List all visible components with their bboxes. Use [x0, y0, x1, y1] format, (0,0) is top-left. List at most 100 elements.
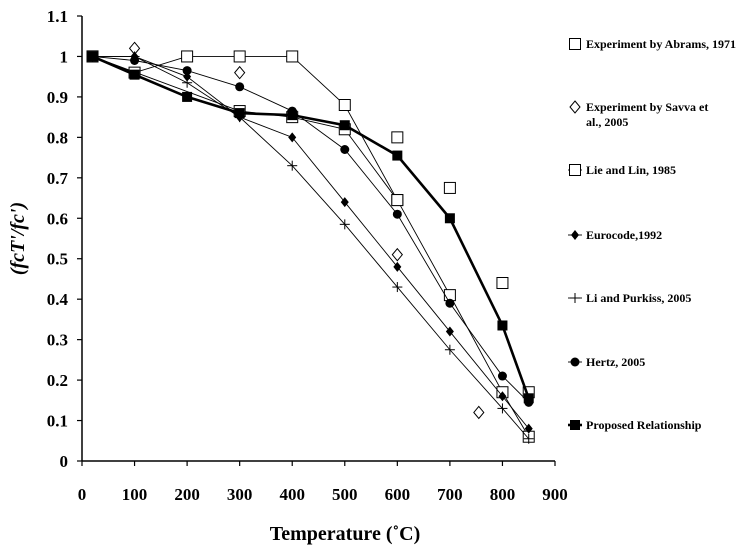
x-axis: 0 100 200 300 400 500 600 700 800 900: [78, 461, 568, 504]
data-point: [571, 230, 579, 240]
legend: Experiment by Abrams, 1971 Experiment by …: [568, 37, 736, 432]
x-tick-label: 100: [122, 485, 148, 504]
data-point: [340, 145, 350, 154]
legend-item: Eurocode,1992: [568, 228, 662, 242]
legend-item: Hertz, 2005: [568, 355, 645, 369]
data-point: [497, 403, 508, 414]
data-point: [444, 213, 455, 224]
series-0: [86, 50, 535, 399]
data-point: [338, 99, 351, 111]
x-tick-label: 200: [174, 485, 200, 504]
data-point: [523, 433, 534, 444]
legend-label: Experiment by Savva et: [586, 100, 708, 114]
x-tick-label: 500: [332, 485, 358, 504]
legend-label: Eurocode,1992: [586, 228, 662, 242]
data-point: [391, 194, 404, 207]
y-tick-label: 0: [60, 452, 69, 471]
legend-label: Experiment by Abrams, 1971: [586, 37, 736, 51]
y-tick-label: 0.4: [47, 290, 69, 309]
data-point: [392, 150, 403, 161]
data-point: [340, 197, 349, 208]
data-point: [393, 261, 402, 272]
series-6: [87, 51, 534, 404]
data-point: [234, 108, 245, 119]
data-point: [523, 393, 534, 404]
data-point: [288, 132, 297, 143]
series-line: [91, 55, 530, 399]
data-point: [87, 51, 98, 62]
data-point: [570, 420, 580, 430]
x-tick-label: 700: [437, 485, 463, 504]
series-line: [92, 56, 530, 440]
y-tick-label: 0.8: [47, 128, 68, 147]
x-tick-label: 400: [279, 485, 305, 504]
data-point: [339, 120, 350, 131]
x-tick-label: 800: [490, 485, 516, 504]
y-tick-label: 0.2: [47, 371, 68, 390]
y-tick-label: 1: [60, 47, 69, 66]
data-point: [181, 50, 194, 63]
series-line: [92, 56, 530, 429]
data-point: [287, 160, 298, 171]
data-point: [391, 247, 403, 262]
data-point: [445, 326, 454, 337]
legend-label: Lie and Lin, 1985: [586, 163, 676, 177]
data-point: [287, 110, 298, 121]
data-point: [392, 209, 402, 219]
data-point: [570, 357, 580, 367]
data-point: [130, 56, 140, 65]
data-point: [233, 50, 246, 63]
legend-label: Hertz, 2005: [586, 355, 645, 369]
x-tick-label: 600: [385, 485, 411, 504]
data-point: [445, 298, 455, 308]
data-point: [391, 131, 404, 144]
y-tick-label: 0.5: [47, 250, 68, 269]
data-point: [498, 391, 507, 402]
data-point: [473, 405, 485, 420]
plot-area: [81, 16, 555, 462]
legend-item: Lie and Lin, 1985: [568, 163, 676, 177]
y-axis: 0 0.1 0.2 0.3 0.4 0.5 0.6 0.7 0.8 0.9 1 1.1: [47, 7, 82, 471]
data-point: [569, 100, 581, 114]
data-point: [444, 344, 455, 355]
data-point: [234, 65, 246, 80]
series-3: [88, 51, 533, 434]
data-point: [497, 320, 508, 331]
legend-item: Li and Purkiss, 2005: [568, 291, 691, 305]
y-tick-label: 0.3: [47, 331, 68, 350]
data-point: [182, 66, 192, 76]
data-point: [497, 371, 507, 381]
x-tick-label: 900: [542, 485, 568, 504]
series-line: [92, 56, 530, 403]
data-point: [339, 219, 350, 230]
series-5: [88, 51, 534, 407]
data-point: [235, 82, 245, 92]
data-point: [570, 293, 580, 303]
y-tick-label: 0.7: [47, 169, 69, 188]
x-tick-label: 0: [78, 485, 87, 504]
x-axis-title: Temperature (˚C): [270, 523, 421, 545]
x-tick-label: 300: [227, 485, 253, 504]
y-tick-label: 0.9: [47, 88, 68, 107]
data-point: [569, 38, 581, 50]
data-point: [392, 282, 403, 293]
legend-label: al., 2005: [586, 115, 628, 129]
data-point: [443, 181, 456, 194]
legend-label: Proposed Relationship: [586, 418, 702, 432]
y-axis-title: (fcT'/fc'): [7, 202, 29, 275]
series-4: [87, 51, 534, 444]
series-layer: [86, 41, 535, 444]
data-point: [569, 164, 581, 176]
data-point: [524, 423, 533, 434]
series-2: [86, 50, 535, 443]
series-line: [92, 56, 530, 437]
y-tick-label: 0.6: [47, 209, 68, 228]
data-point: [286, 50, 299, 63]
y-tick-label: 1.1: [47, 7, 68, 26]
data-point: [182, 77, 193, 88]
data-point: [496, 277, 509, 289]
legend-item: Proposed Relationship: [568, 418, 702, 432]
legend-label: Li and Purkiss, 2005: [586, 291, 691, 305]
